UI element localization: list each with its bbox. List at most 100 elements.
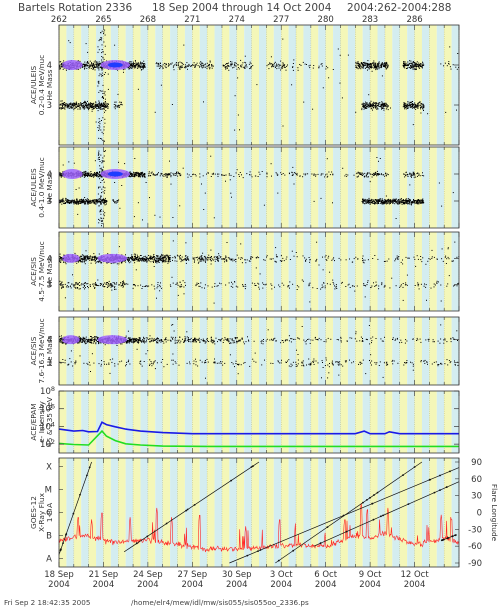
data-point: [98, 83, 100, 85]
data-point: [73, 202, 75, 204]
background-stripe: [451, 147, 459, 228]
background-stripe: [110, 317, 119, 385]
data-point: [87, 172, 89, 174]
data-point: [164, 65, 166, 67]
data-point: [299, 175, 301, 177]
data-point: [398, 201, 400, 203]
data-point: [160, 65, 161, 67]
data-point: [411, 101, 413, 103]
data-point: [387, 200, 389, 202]
data-point: [96, 62, 98, 64]
data-point: [394, 199, 396, 201]
data-point: [100, 217, 102, 219]
data-point: [102, 198, 104, 200]
data-point: [380, 64, 382, 66]
data-point: [98, 201, 100, 203]
data-point: [191, 65, 193, 67]
data-point: [228, 69, 230, 71]
data-point: [154, 256, 155, 258]
background-stripe: [229, 232, 237, 311]
data-point: [282, 64, 284, 66]
background-stripe: [110, 147, 119, 228]
data-point: [155, 261, 157, 263]
data-point: [441, 205, 443, 207]
data-point: [114, 44, 116, 46]
data-point: [131, 174, 133, 176]
data-point: [118, 161, 119, 163]
data-point: [413, 61, 415, 63]
data-point: [456, 68, 458, 70]
data-point: [148, 172, 150, 174]
data-point: [106, 262, 108, 264]
data-point: [161, 259, 163, 261]
data-point: [208, 64, 210, 66]
data-point: [161, 253, 163, 255]
data-point: [381, 62, 383, 64]
data-point: [90, 175, 92, 177]
data-point: [292, 63, 294, 64]
data-point: [105, 102, 107, 104]
background-stripe: [81, 391, 89, 453]
data-point: [368, 202, 370, 204]
data-point: [418, 102, 420, 104]
data-point: [210, 155, 212, 157]
data-point: [93, 64, 95, 66]
data-point: [156, 174, 158, 176]
data-point: [84, 107, 86, 109]
data-point: [91, 105, 93, 107]
data-point: [84, 201, 86, 203]
data-point: [272, 64, 274, 66]
background-stripe: [370, 391, 378, 453]
data-point: [86, 198, 88, 200]
data-point: [95, 106, 97, 108]
data-point: [92, 256, 94, 258]
data-point: [392, 201, 394, 203]
data-point: [159, 258, 161, 260]
data-point: [375, 69, 377, 71]
data-point: [60, 173, 62, 174]
top-doy-tick-label: 271: [184, 15, 200, 25]
data-point: [104, 106, 106, 107]
data-point: [119, 207, 121, 209]
data-point: [389, 201, 391, 203]
y-axis-label: ACE/ULEIS: [29, 66, 38, 105]
data-point: [168, 63, 170, 65]
data-point: [190, 65, 192, 67]
data-point: [104, 45, 106, 47]
data-point: [102, 75, 104, 76]
data-point: [88, 62, 90, 64]
data-point: [375, 66, 377, 68]
data-point: [356, 66, 358, 68]
data-point: [131, 175, 133, 177]
data-point: [405, 105, 407, 107]
data-point: [140, 65, 142, 67]
data-point: [297, 69, 299, 71]
data-point: [276, 63, 277, 65]
data-point: [266, 172, 268, 174]
data-point: [408, 203, 410, 205]
data-point: [374, 203, 375, 205]
data-point: [415, 62, 417, 64]
data-point: [369, 173, 371, 175]
data-point: [263, 204, 265, 206]
data-point: [101, 67, 103, 69]
data-point: [213, 172, 214, 174]
data-point: [164, 255, 166, 257]
data-point: [375, 64, 377, 66]
data-point: [67, 103, 69, 105]
data-point: [365, 107, 367, 109]
data-point: [100, 202, 102, 204]
data-point: [153, 174, 155, 176]
data-point: [78, 68, 80, 70]
data-point: [97, 62, 99, 64]
data-point: [293, 59, 295, 61]
data-point: [81, 257, 83, 259]
data-point: [402, 200, 404, 202]
data-point: [152, 257, 154, 259]
background-stripe: [429, 147, 437, 228]
data-point: [138, 175, 140, 177]
background-stripe: [392, 458, 400, 567]
data-point: [62, 175, 63, 177]
data-point: [226, 63, 228, 64]
data-point: [102, 57, 104, 59]
